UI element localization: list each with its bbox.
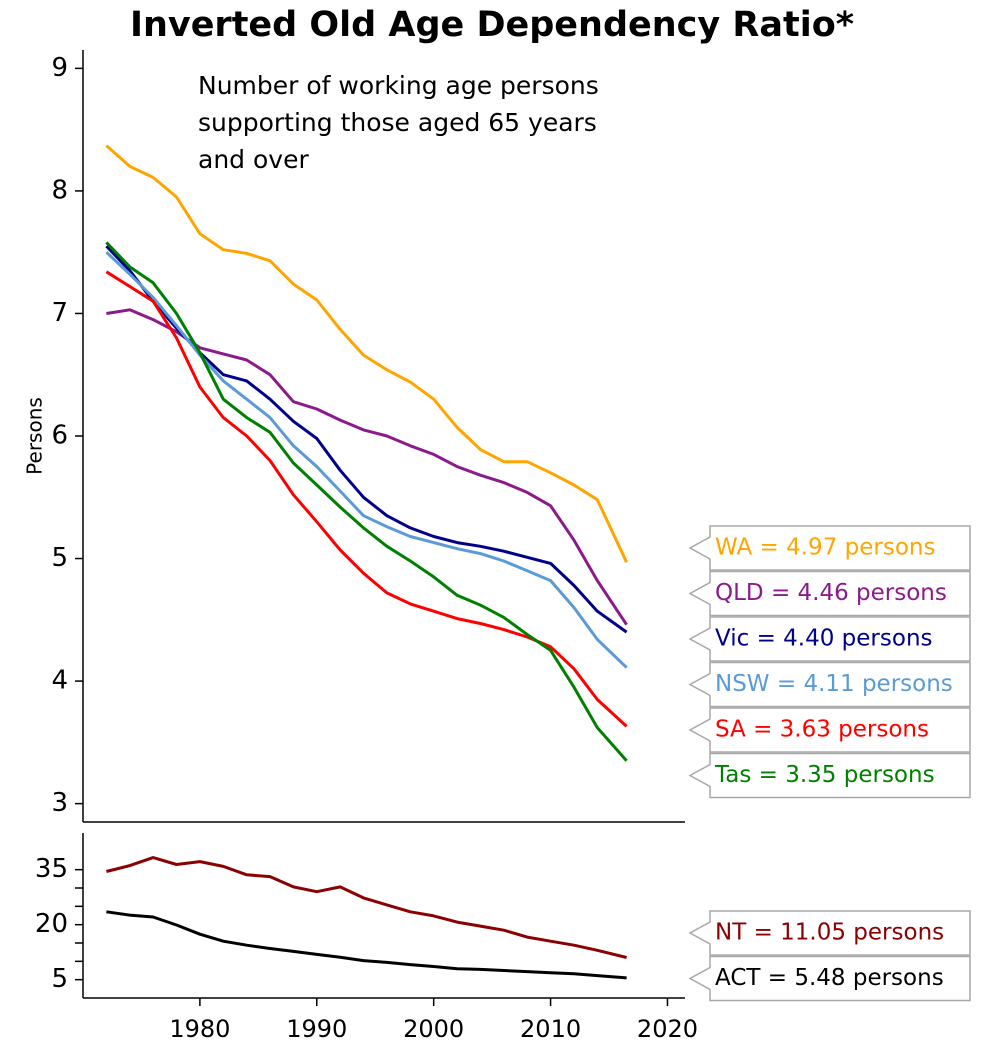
- x-tick-label: 1980: [169, 1015, 230, 1043]
- label-box: [688, 752, 971, 799]
- series-line: [105, 251, 628, 669]
- series-label: Vic = 4.40 persons: [715, 626, 933, 652]
- label-box: [688, 955, 971, 1002]
- y-tick-label: 6: [51, 421, 68, 451]
- series-line: [106, 910, 627, 980]
- label-box: [688, 910, 971, 956]
- series-label: SA = 3.63 persons: [715, 717, 929, 743]
- y-tick-label: 4: [51, 666, 68, 696]
- x-tick-label: 2000: [403, 1015, 464, 1043]
- chart-title: Inverted Old Age Dependency Ratio*: [130, 5, 854, 45]
- label-box: [688, 570, 971, 617]
- series-label: NSW = 4.11 persons: [715, 671, 953, 697]
- y-tick-label: 5: [51, 543, 68, 573]
- y-tick-label: 7: [51, 298, 68, 328]
- series-line: [105, 241, 628, 762]
- y-tick-label: 9: [51, 53, 68, 83]
- y-axis-label: Persons: [23, 397, 47, 475]
- x-tick-label: 2010: [520, 1015, 581, 1043]
- series-label: ACT = 5.48 persons: [715, 965, 944, 991]
- series-label: QLD = 4.46 persons: [715, 580, 947, 606]
- y-tick-label: 8: [51, 175, 68, 205]
- x-tick-label: 1990: [286, 1015, 347, 1043]
- label-box: [688, 661, 971, 708]
- x-tick-label: 2020: [637, 1015, 698, 1043]
- label-box: [688, 707, 971, 753]
- series-label: WA = 4.97 persons: [715, 535, 935, 561]
- y-tick-label: 20: [35, 909, 68, 939]
- label-box: [688, 616, 971, 662]
- annotation: Number of working age persons: [198, 71, 599, 100]
- series-line: [106, 856, 627, 959]
- annotation: supporting those aged 65 years: [198, 108, 597, 137]
- y-tick-label: 5: [51, 964, 68, 994]
- annotation: and over: [198, 145, 309, 174]
- series-label: Tas = 3.35 persons: [714, 762, 935, 788]
- y-tick-label: 35: [35, 854, 68, 884]
- series-label: NT = 11.05 persons: [715, 920, 944, 946]
- y-tick-label: 3: [51, 788, 68, 818]
- label-box: [688, 525, 971, 571]
- series-line: [105, 144, 628, 563]
